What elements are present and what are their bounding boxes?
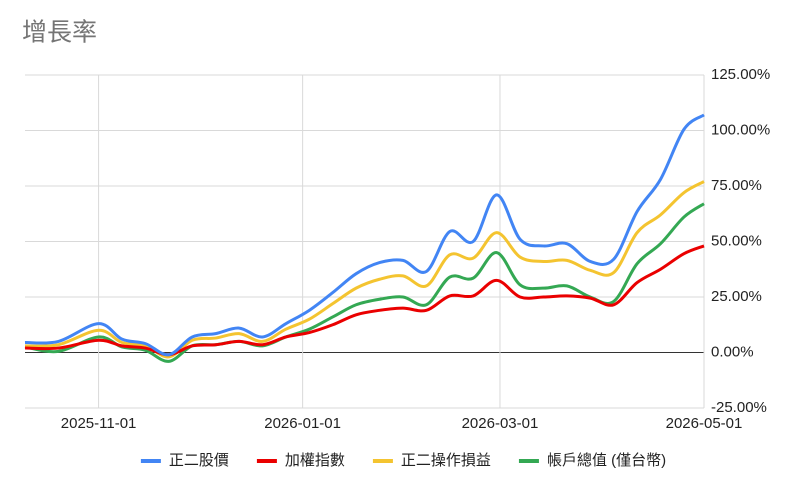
y-tick-label: 100.00% [711, 121, 770, 138]
x-tick-label: 2026-05-01 [666, 415, 743, 432]
grid [25, 74, 705, 409]
y-tick-label: 25.00% [711, 288, 762, 305]
legend: 正二股價 加權指數 正二操作損益 帳戶總值 (僅台幣) [140, 451, 666, 469]
y-tick-label: 50.00% [711, 232, 762, 249]
y-tick-label: 0.00% [711, 343, 754, 360]
legend-item: 加權指數 [256, 452, 345, 469]
x-tick-label: 2026-03-01 [462, 415, 539, 432]
chart-title: 增長率 [22, 19, 97, 47]
x-tick-label: 2025-11-01 [61, 415, 137, 432]
legend-item: 正二操作損益 [372, 452, 491, 469]
series-line [24, 113, 705, 357]
y-tick-label: -25.00% [711, 399, 767, 416]
legend-label: 帳戶總值 (僅台幣) [547, 451, 666, 469]
legend-label: 正二操作損益 [401, 452, 491, 469]
y-tick-label: 75.00% [711, 177, 762, 194]
legend-label: 加權指數 [285, 452, 345, 469]
y-tick-label: 125.00% [711, 66, 770, 83]
legend-item: 正二股價 [140, 452, 229, 469]
legend-item: 帳戶總值 (僅台幣) [518, 451, 666, 469]
legend-label: 正二股價 [169, 452, 229, 469]
series-line [24, 180, 705, 359]
x-tick-label: 2026-01-01 [264, 415, 341, 432]
